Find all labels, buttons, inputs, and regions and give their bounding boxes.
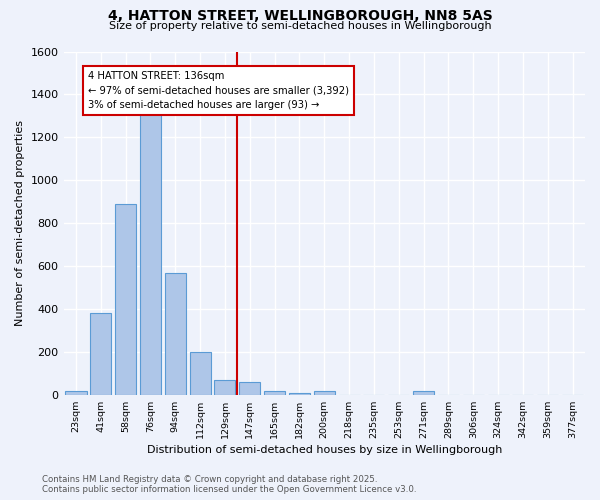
X-axis label: Distribution of semi-detached houses by size in Wellingborough: Distribution of semi-detached houses by … [146,445,502,455]
Bar [289,392,310,395]
Bar [190,352,211,395]
Bar [140,114,161,395]
Y-axis label: Number of semi-detached properties: Number of semi-detached properties [15,120,25,326]
Bar [264,390,285,395]
Text: Contains HM Land Registry data © Crown copyright and database right 2025.
Contai: Contains HM Land Registry data © Crown c… [42,474,416,494]
Bar [65,390,86,395]
Bar [115,204,136,395]
Bar [314,390,335,395]
Bar [90,314,112,395]
Bar [214,380,235,395]
Text: 4 HATTON STREET: 136sqm
← 97% of semi-detached houses are smaller (3,392)
3% of : 4 HATTON STREET: 136sqm ← 97% of semi-de… [88,71,349,110]
Bar [165,272,186,395]
Text: 4, HATTON STREET, WELLINGBOROUGH, NN8 5AS: 4, HATTON STREET, WELLINGBOROUGH, NN8 5A… [107,9,493,23]
Bar [239,382,260,395]
Text: Size of property relative to semi-detached houses in Wellingborough: Size of property relative to semi-detach… [109,21,491,31]
Bar [413,390,434,395]
